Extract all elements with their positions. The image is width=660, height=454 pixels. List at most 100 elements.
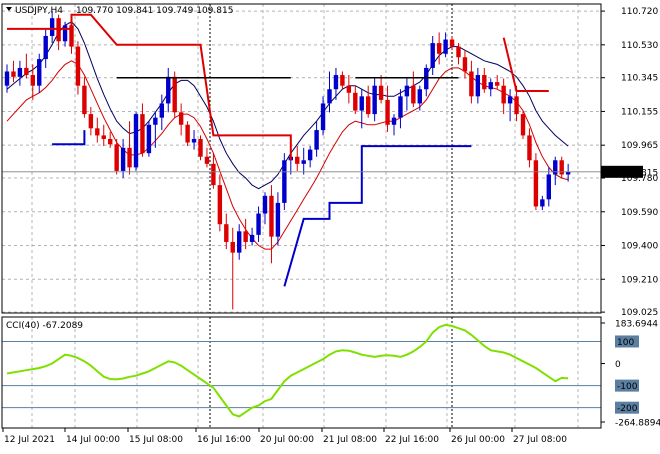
price-axis-label: 110.720 (621, 7, 658, 17)
bear-candle (224, 224, 229, 242)
bull-candle (307, 149, 313, 161)
bull-candle (488, 82, 493, 90)
time-axis-label: 26 Jul 00:00 (451, 435, 505, 445)
bear-candle (378, 85, 384, 100)
time-axis-label: 14 Jul 00:00 (66, 435, 120, 445)
bull-candle (282, 160, 287, 203)
bear-candle (30, 75, 35, 86)
red-stop-line (7, 13, 292, 161)
bull-candle (372, 85, 377, 115)
bear-candle (172, 76, 177, 113)
bull-candle (4, 71, 10, 86)
time-axis-label: 27 Jul 08:00 (513, 435, 567, 445)
cci-level-badge (615, 335, 639, 348)
bear-candle (101, 135, 106, 139)
bear-candle (217, 185, 223, 225)
bull-candle (540, 199, 545, 207)
bear-candle (501, 85, 506, 104)
bear-candle (127, 147, 132, 168)
bear-candle (11, 71, 16, 77)
bull-candle (249, 234, 255, 242)
cci-axis-label: 183.6944 (615, 320, 658, 330)
bull-candle (237, 231, 242, 253)
cci-axis-label: 0 (615, 360, 621, 370)
bull-candle (359, 96, 364, 111)
time-axis-label: 21 Jul 08:00 (323, 435, 377, 445)
bear-candle (269, 195, 274, 237)
bull-candle (43, 35, 48, 60)
price-axis-label: 110.345 (621, 74, 658, 84)
bear-candle (24, 67, 29, 76)
cci-indicator-label: CCI(40) -67.2089 (6, 321, 83, 331)
bull-candle (475, 75, 481, 97)
bull-candle (424, 67, 429, 90)
blue-stop-line (283, 145, 472, 287)
bull-candle (275, 202, 281, 237)
bear-candle (69, 25, 74, 47)
bear-candle (456, 46, 461, 58)
bear-candle (204, 156, 210, 164)
price-axis-label: 109.025 (621, 308, 658, 318)
bull-candle (391, 117, 397, 125)
bear-candle (469, 71, 474, 97)
bear-candle (366, 96, 371, 115)
price-axis-label: 109.965 (621, 141, 658, 151)
bear-candle (82, 85, 87, 115)
bear-candle (385, 99, 390, 125)
lower-band-line (6, 60, 569, 250)
upper-band-line (6, 21, 569, 190)
bull-candle (166, 76, 171, 104)
price-axis-label: 110.155 (621, 107, 658, 117)
bear-candle (178, 112, 184, 125)
bear-candle (230, 241, 235, 253)
current-price-label: 109.815 (621, 168, 658, 178)
bear-candle (198, 138, 203, 157)
cci-level-badge (615, 401, 639, 414)
ohlc-readout: 109.770 109.841 109.749 109.815 (76, 6, 233, 16)
bull-candle (417, 89, 422, 104)
bear-candle (527, 135, 532, 161)
bull-candle (191, 138, 197, 143)
bull-candle (153, 117, 158, 125)
price-axis-label: 110.530 (621, 41, 658, 51)
bear-candle (449, 39, 455, 47)
bull-candle (120, 147, 126, 171)
time-axis-label: 12 Jul 2021 (4, 435, 55, 445)
current-price-badge (601, 165, 643, 178)
bear-candle (140, 114, 145, 154)
red-stop-line (502, 37, 549, 92)
price-axis-label: 109.210 (621, 275, 658, 285)
time-axis-label: 22 Jul 16:00 (385, 435, 439, 445)
bull-candle (17, 67, 23, 77)
bear-candle (211, 163, 216, 186)
price-axis-label: 109.400 (621, 242, 658, 252)
time-axis-label: 20 Jul 00:00 (260, 435, 314, 445)
bear-candle (340, 75, 345, 86)
bear-candle (75, 46, 81, 86)
bull-candle (565, 171, 571, 175)
bear-candle (514, 96, 519, 115)
bull-candle (262, 195, 268, 214)
bull-candle (133, 114, 139, 168)
bull-candle (49, 18, 55, 36)
cci-line (6, 323, 569, 418)
bear-candle (559, 160, 564, 175)
bull-candle (398, 96, 403, 118)
bull-candle (159, 103, 164, 118)
bear-candle (295, 156, 300, 164)
dropdown-arrow-icon[interactable] (6, 7, 12, 11)
blue-stop-line (52, 130, 86, 146)
bull-candle (62, 25, 68, 42)
price-axis-label: 109.590 (621, 208, 658, 218)
bull-candle (327, 89, 332, 104)
bull-candle (507, 96, 513, 104)
price-axis-label: 109.780 (621, 174, 658, 184)
bull-candle (314, 130, 319, 150)
bear-candle (95, 128, 100, 136)
cci-axis-label: 100 (617, 338, 634, 348)
bear-candle (436, 43, 442, 54)
bull-candle (301, 160, 306, 164)
bear-candle (88, 114, 94, 129)
cci-axis-label: -100 (617, 382, 638, 392)
cci-level-badge (615, 379, 639, 392)
